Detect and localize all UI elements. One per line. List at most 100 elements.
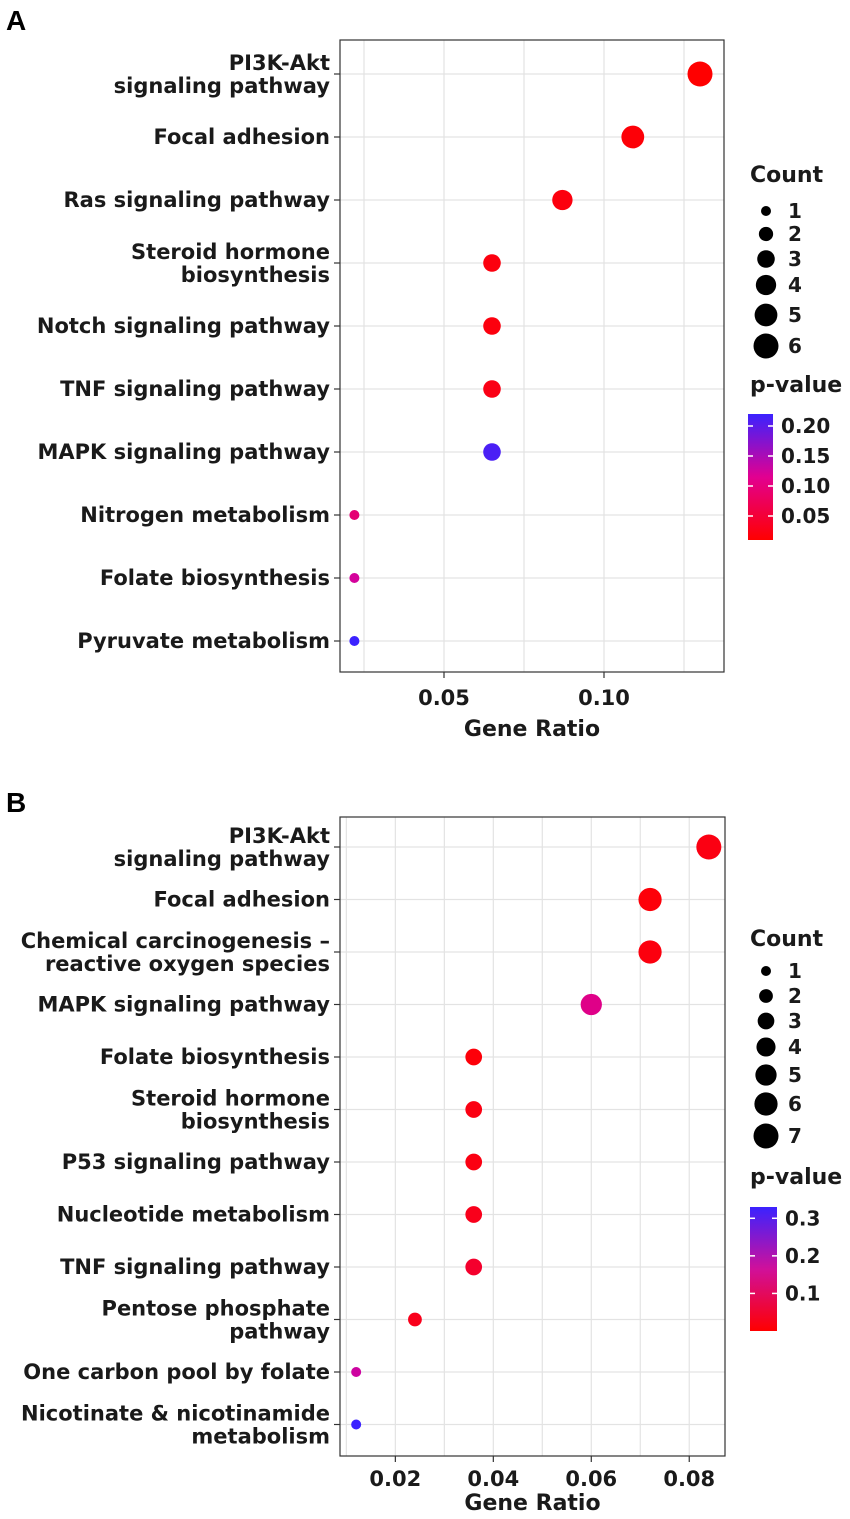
category-label-line: biosynthesis	[181, 263, 330, 287]
plot-frame	[339, 39, 725, 673]
x-tick-label: 0.08	[663, 1467, 715, 1491]
panel-a-letter: A	[6, 5, 26, 36]
category-label: Pentose phosphate pathway	[102, 1297, 331, 1344]
data-point	[696, 834, 722, 860]
count-legend-dot	[761, 206, 771, 216]
colorbar-tick-label: 0.2	[785, 1244, 820, 1268]
category-label-line: reactive oxygen species	[45, 952, 330, 976]
colorbar-tick-label: 0.3	[785, 1206, 820, 1230]
count-legend-label: 3	[788, 247, 802, 271]
count-legend-label: 5	[788, 1063, 802, 1087]
x-tick-label: 0.02	[369, 1467, 421, 1491]
x-axis-title: Gene Ratio	[464, 1491, 600, 1516]
data-point	[465, 1048, 483, 1066]
x-tick-label: 0.05	[418, 686, 470, 710]
panel-b-plot: PI3K-Akt signaling pathway Focal adhesion C…	[21, 816, 842, 1516]
data-point	[351, 1419, 362, 1430]
colorbar-tick-label: 0.10	[781, 474, 830, 498]
category-label-line: Nicotinate & nicotinamide	[21, 1402, 330, 1426]
count-legend-label: 6	[788, 1092, 802, 1116]
category-label-line: Pentose phosphate	[102, 1297, 330, 1321]
data-point	[349, 636, 360, 646]
count-legend-label: 6	[788, 334, 802, 358]
panel-b-letter: B	[6, 787, 26, 818]
x-tick-label: 0.06	[565, 1467, 617, 1491]
category-label: Nucleotide metabolism	[57, 1203, 330, 1227]
count-legend-title: Count	[750, 927, 824, 952]
pvalue-colorbar	[750, 1207, 777, 1331]
data-point	[687, 61, 713, 87]
category-label: Steroid hormone biosynthesis	[131, 1087, 330, 1134]
pvalue-legend-title: p-value	[750, 373, 842, 398]
data-point	[408, 1312, 422, 1327]
data-point	[552, 189, 573, 211]
colorbar-tick-label: 0.20	[781, 414, 830, 438]
category-label-line: signaling pathway	[114, 847, 331, 871]
count-legend-dot	[753, 333, 779, 359]
category-label-line: pathway	[229, 1320, 330, 1344]
category-label: Chemical carcinogenesis – reactive oxygen…	[21, 929, 330, 976]
panel-a-plot: PI3K-Akt signaling pathway Focal adhesion R…	[37, 39, 842, 742]
data-point	[465, 1153, 483, 1171]
data-point	[351, 1367, 362, 1377]
count-legend-dot	[755, 274, 777, 296]
colorbar-tick-label: 0.05	[781, 504, 830, 528]
pvalue-colorbar	[748, 414, 773, 540]
count-legend-dot	[757, 250, 775, 268]
count-legend-label: 5	[788, 303, 802, 327]
category-label-line: signaling pathway	[114, 74, 331, 98]
category-label: Steroid hormone biosynthesis	[131, 240, 330, 287]
category-label: Nitrogen metabolism	[80, 503, 330, 527]
category-label-line: Chemical carcinogenesis –	[21, 929, 330, 953]
colorbar-tick-label: 0.15	[781, 444, 830, 468]
category-label: MAPK signaling pathway	[38, 440, 331, 464]
count-legend-dot	[753, 1123, 779, 1149]
category-label: TNF signaling pathway	[60, 377, 330, 401]
category-label: One carbon pool by folate	[23, 1360, 330, 1384]
count-legend-label: 1	[788, 959, 802, 983]
data-point	[483, 443, 501, 461]
category-label-line: metabolism	[191, 1425, 330, 1449]
category-label: PI3K-Akt signaling pathway	[114, 824, 331, 871]
count-legend-dot	[756, 1037, 776, 1057]
count-legend-label: 1	[788, 199, 802, 223]
x-tick-label: 0.04	[467, 1467, 519, 1491]
category-label-line: PI3K-Akt	[229, 824, 330, 848]
category-label: Focal adhesion	[153, 888, 330, 912]
category-label: PI3K-Akt signaling pathway	[114, 51, 331, 98]
data-point	[483, 380, 501, 398]
data-point	[465, 1101, 483, 1118]
category-label: TNF signaling pathway	[60, 1255, 330, 1279]
count-legend-dot	[757, 1012, 775, 1030]
data-point	[621, 125, 645, 149]
category-label: MAPK signaling pathway	[38, 993, 331, 1017]
count-legend-dot	[755, 1064, 777, 1086]
category-label: Pyruvate metabolism	[77, 629, 330, 653]
category-label-line: Steroid hormone	[131, 1087, 330, 1111]
category-label: Ras signaling pathway	[64, 188, 331, 212]
category-label-line: PI3K-Akt	[229, 51, 330, 75]
count-legend-dot	[758, 226, 774, 242]
count-legend-dot	[759, 989, 773, 1003]
data-point	[465, 1258, 483, 1276]
count-legend-dot	[754, 1092, 778, 1116]
count-legend-label: 4	[788, 273, 802, 297]
data-point	[349, 573, 360, 583]
count-legend-label: 7	[788, 1124, 802, 1148]
plot-frame	[339, 816, 726, 1457]
x-axis-title: Gene Ratio	[464, 717, 600, 742]
category-label-line: Steroid hormone	[131, 240, 330, 264]
category-label: P53 signaling pathway	[62, 1150, 331, 1174]
data-point	[638, 887, 662, 912]
category-label: Nicotinate & nicotinamide metabolism	[21, 1402, 330, 1449]
data-point	[638, 940, 662, 964]
count-legend-label: 3	[788, 1009, 802, 1033]
count-legend-label: 4	[788, 1035, 802, 1059]
count-legend-label: 2	[788, 222, 802, 246]
colorbar-tick-label: 0.1	[785, 1281, 820, 1305]
count-legend-title: Count	[750, 163, 824, 188]
data-point	[349, 510, 360, 520]
x-tick-label: 0.10	[578, 686, 630, 710]
count-legend-dot	[754, 303, 778, 327]
